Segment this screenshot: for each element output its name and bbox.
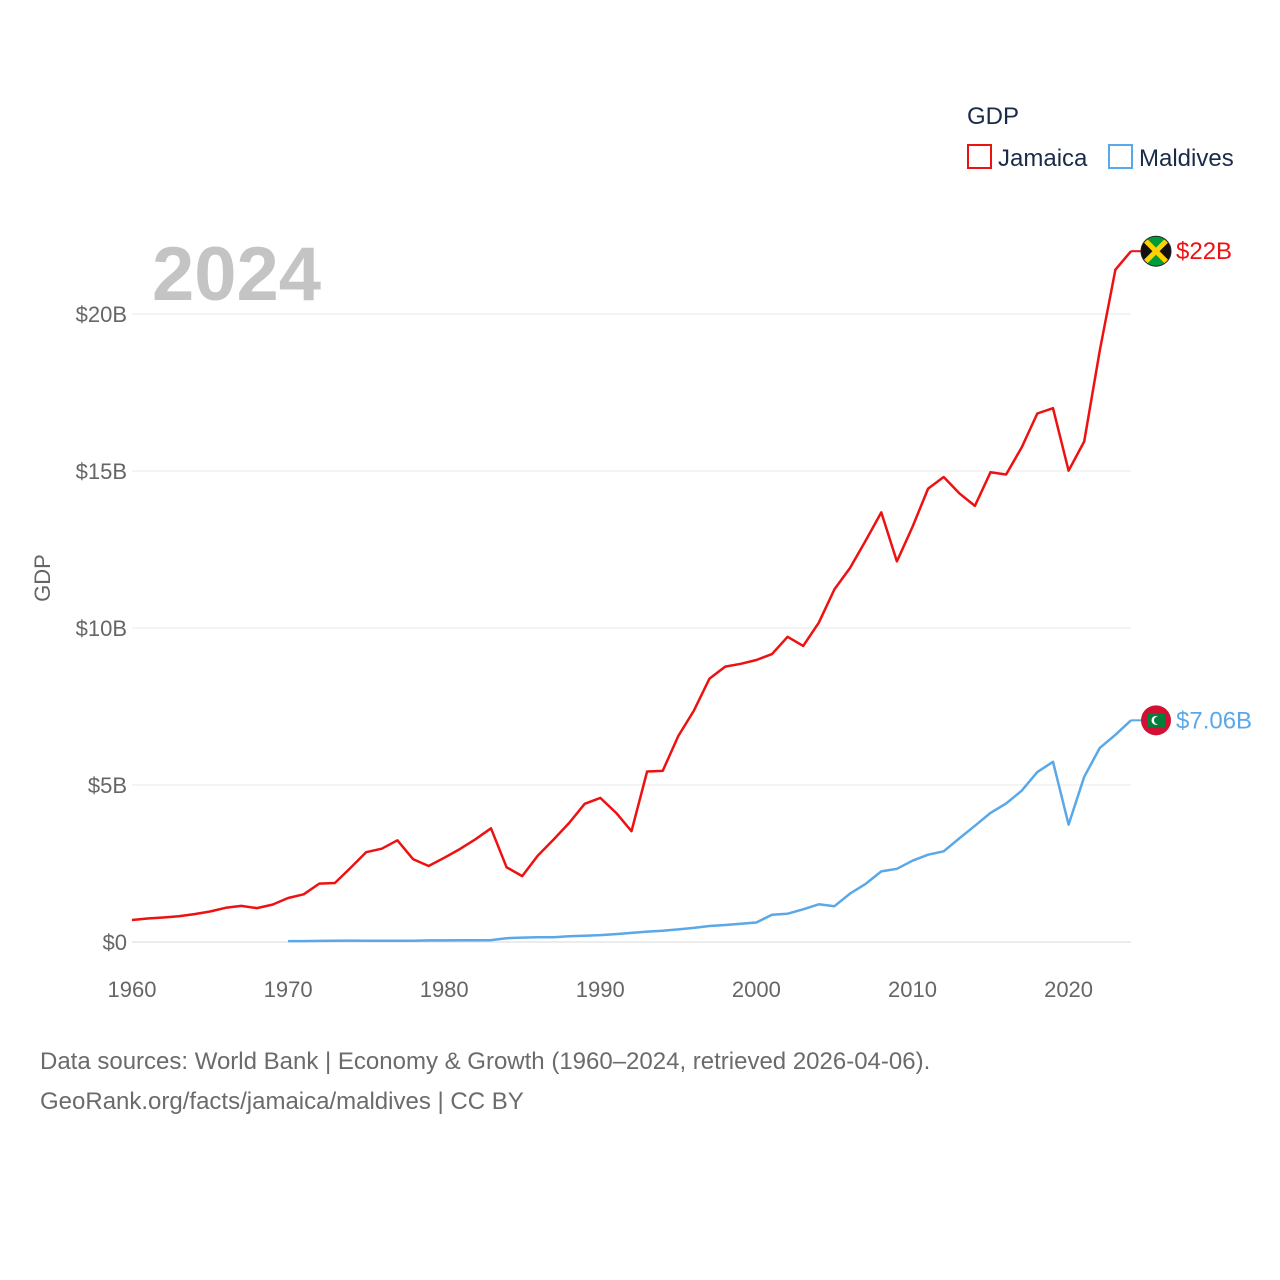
- series-line-jamaica: [131, 250, 1132, 922]
- x-tick-label: 1960: [108, 977, 157, 1002]
- source-note: Data sources: World Bank | Economy & Gro…: [40, 1042, 930, 1122]
- legend-item-jamaica[interactable]: Jamaica: [967, 144, 1088, 172]
- legend-swatch-jamaica: [967, 144, 992, 169]
- x-tick-label: 1970: [264, 977, 313, 1002]
- source-line-1: Data sources: World Bank | Economy & Gro…: [40, 1048, 931, 1075]
- series-line-maldives: [288, 719, 1132, 943]
- maldives-flag-icon: [1141, 705, 1171, 736]
- legend-swatch-maldives: [1108, 144, 1133, 169]
- end-value-label-maldives: $7.06B: [1176, 707, 1252, 734]
- x-tick-label: 1990: [576, 977, 625, 1002]
- gdp-line-chart: 2024 $0 $5B $10B $15B $20B 1960 1970 1980 1990 2…: [30, 103, 1252, 1002]
- x-tick-label: 2010: [888, 977, 937, 1002]
- y-tick-label: $15B: [76, 459, 127, 484]
- y-axis-label: GDP: [30, 554, 55, 602]
- y-tick-label: $20B: [76, 302, 127, 327]
- x-tick-label: 2000: [732, 977, 781, 1002]
- legend-item-maldives[interactable]: Maldives: [1108, 144, 1234, 172]
- y-tick-label: $5B: [88, 773, 127, 798]
- legend-title: GDP: [967, 103, 1019, 130]
- legend: GDP Jamaica Maldives: [967, 103, 1234, 172]
- y-tick-label: $0: [103, 930, 127, 955]
- legend-label-maldives: Maldives: [1139, 145, 1234, 172]
- series-lines: [131, 250, 1132, 943]
- legend-label-jamaica: Jamaica: [998, 145, 1088, 172]
- x-axis-ticks: 1960 1970 1980 1990 2000 2010 2020: [108, 977, 1094, 1002]
- y-tick-label: $10B: [76, 616, 127, 641]
- source-line-2[interactable]: GeoRank.org/facts/jamaica/maldives | CC …: [40, 1088, 524, 1115]
- jamaica-flag-icon: [1140, 235, 1172, 267]
- gridlines: [132, 313, 1131, 943]
- y-axis-ticks: $0 $5B $10B $15B $20B: [76, 302, 127, 955]
- series-end-markers: $22B $7.06B: [1131, 235, 1252, 736]
- end-value-label-jamaica: $22B: [1176, 238, 1232, 265]
- year-label: 2024: [152, 232, 321, 317]
- x-tick-label: 1980: [420, 977, 469, 1002]
- x-tick-label: 2020: [1044, 977, 1093, 1002]
